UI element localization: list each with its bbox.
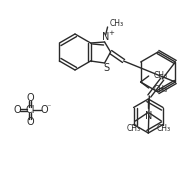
Text: CH₃: CH₃ — [110, 20, 124, 28]
Text: +: + — [109, 30, 114, 36]
Text: Cl: Cl — [25, 105, 35, 115]
Text: CH₃: CH₃ — [156, 124, 170, 133]
Text: S: S — [104, 63, 110, 73]
Text: O: O — [13, 105, 21, 115]
Text: N: N — [102, 32, 109, 42]
Text: CH₃: CH₃ — [154, 86, 168, 94]
Text: O: O — [40, 105, 48, 115]
Text: O: O — [26, 117, 34, 127]
Text: CH₃: CH₃ — [154, 70, 168, 79]
Text: ⁻: ⁻ — [47, 102, 51, 112]
Text: CH₃: CH₃ — [126, 124, 140, 133]
Text: O: O — [26, 93, 34, 103]
Text: N: N — [145, 111, 152, 121]
